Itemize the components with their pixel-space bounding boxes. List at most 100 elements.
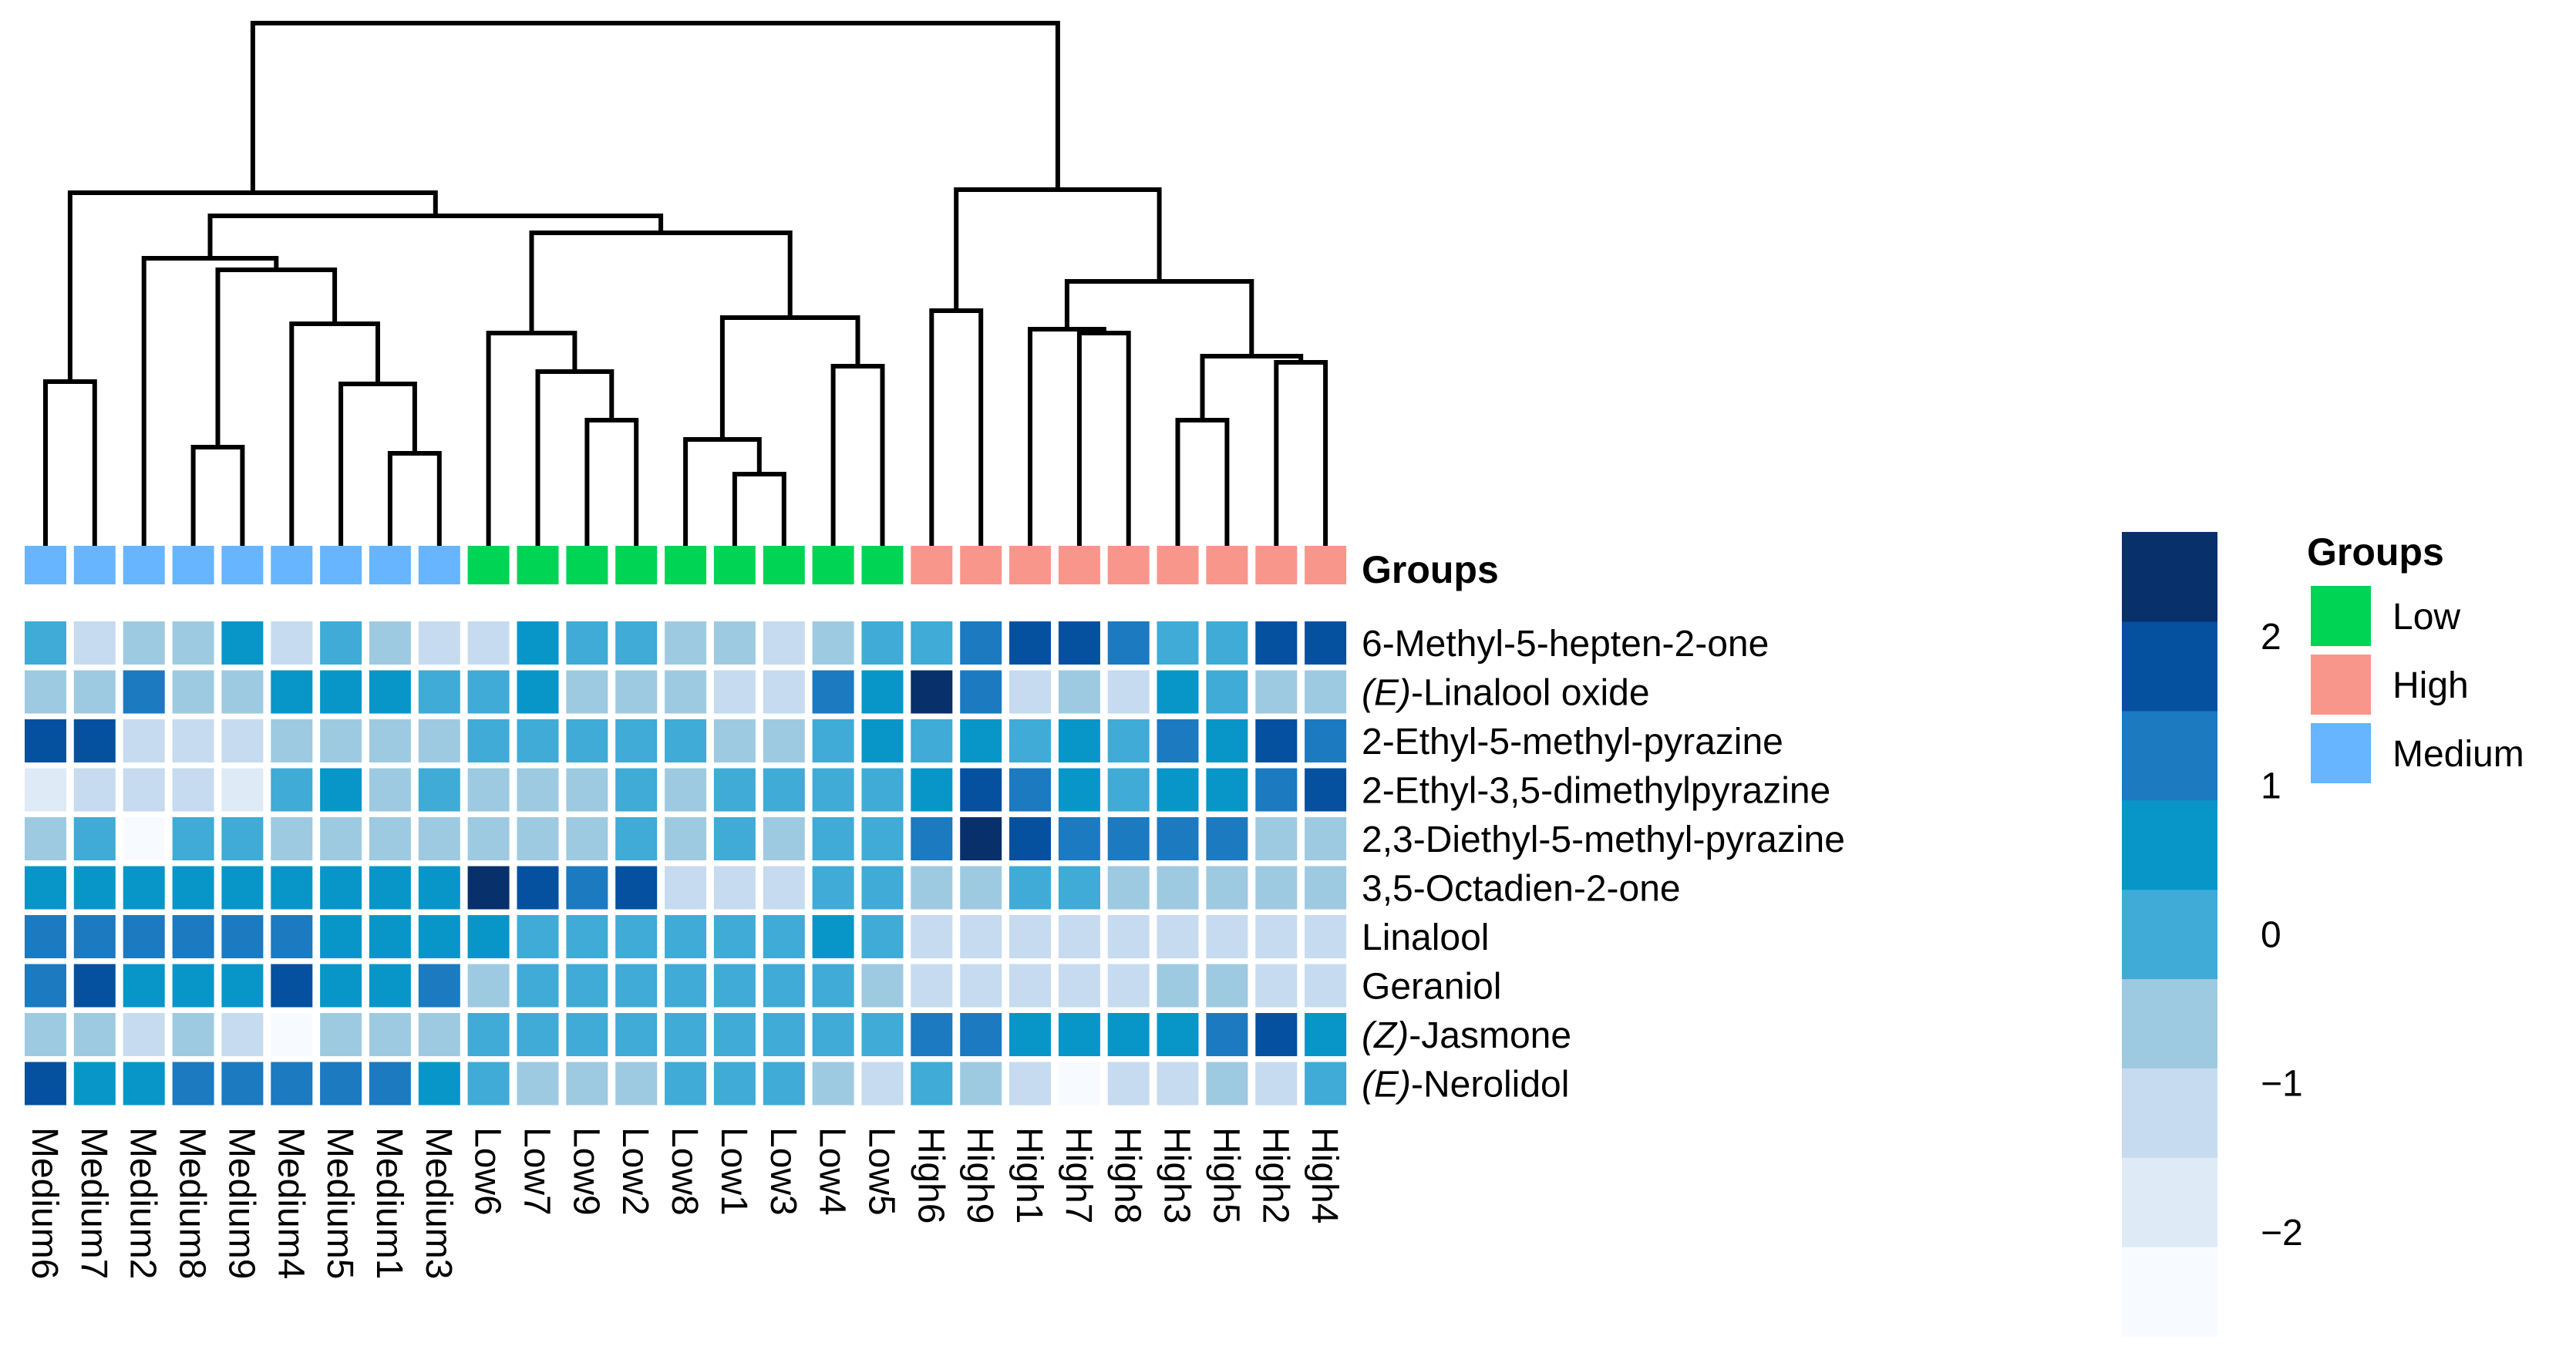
row-label: 2-Ethyl-3,5-dimethylpyrazine — [1362, 771, 1830, 812]
column-label: Low5 — [861, 1127, 902, 1216]
heatmap-cell — [1255, 964, 1297, 1008]
column-label: Low8 — [664, 1127, 705, 1216]
heatmap-cell — [566, 671, 608, 714]
color-scale-tick-label: −1 — [2261, 1064, 2303, 1105]
heatmap-cell — [615, 867, 657, 910]
column-label: Medium4 — [270, 1127, 311, 1279]
heatmap-cell — [369, 915, 411, 958]
color-scale-tick-label: −2 — [2261, 1213, 2303, 1254]
heatmap-cell — [25, 964, 66, 1008]
column-dendrogram — [45, 23, 1325, 544]
heatmap-cell — [1009, 915, 1051, 958]
heatmap-cell — [468, 1013, 510, 1056]
heatmap-cell — [1255, 769, 1297, 812]
heatmap-cell — [566, 915, 608, 958]
heatmap-cell — [763, 719, 805, 762]
heatmap-cell — [1255, 719, 1297, 762]
groups-legend: Groups Low High Medium — [2307, 530, 2524, 783]
heatmap-cell — [665, 719, 706, 762]
heatmap-cell — [960, 817, 1002, 860]
group-strip-cell — [566, 546, 608, 584]
color-scale-tick-label: 0 — [2261, 915, 2281, 956]
heatmap-cell — [271, 671, 312, 714]
group-strip-cell — [123, 546, 165, 584]
column-label: Medium3 — [418, 1127, 459, 1279]
heatmap-cell — [1108, 719, 1150, 762]
heatmap-cell — [25, 621, 66, 665]
dendrogram-branch — [1276, 362, 1325, 544]
heatmap-cell — [1157, 1013, 1199, 1056]
heatmap-cell — [1206, 867, 1248, 910]
heatmap-cell — [813, 915, 854, 958]
legend-label: Medium — [2392, 734, 2524, 775]
heatmap-cell — [665, 1013, 706, 1056]
heatmap-cell — [566, 1062, 608, 1106]
group-strip-cell — [1206, 546, 1248, 584]
dendrogram-branch — [291, 324, 378, 544]
heatmap-cell — [1009, 621, 1051, 665]
column-label: High2 — [1254, 1127, 1295, 1223]
heatmap-cell — [173, 1013, 214, 1056]
heatmap-cell — [74, 817, 116, 860]
heatmap-cell — [862, 817, 904, 860]
heatmap-cell — [369, 1013, 411, 1056]
heatmap-cell — [1059, 621, 1100, 665]
heatmap-cell — [1255, 1013, 1297, 1056]
heatmap-cell — [173, 769, 214, 812]
heatmap-cell — [173, 817, 214, 860]
heatmap-cell — [1206, 1013, 1248, 1056]
column-label: Low6 — [467, 1127, 508, 1216]
heatmap-cell — [615, 671, 657, 714]
group-strip-cell — [1255, 546, 1297, 584]
column-label: Low1 — [713, 1127, 754, 1216]
heatmap-cell — [763, 915, 805, 958]
legend-title: Groups — [2307, 530, 2444, 574]
heatmap-cell — [369, 867, 411, 910]
heatmap-cell — [960, 1013, 1002, 1056]
heatmap-cell — [1305, 964, 1346, 1008]
group-strip-cell — [1305, 546, 1346, 584]
heatmap-cell — [1305, 1013, 1346, 1056]
column-label: Medium6 — [24, 1127, 65, 1279]
heatmap-cell — [468, 867, 510, 910]
heatmap-cell — [369, 1062, 411, 1106]
heatmap-cell — [862, 1062, 904, 1106]
color-scale: 2 1 0 −1 −2 — [2122, 532, 2303, 1337]
heatmap-cell — [813, 1013, 854, 1056]
heatmap-cell — [1059, 964, 1100, 1008]
heatmap-cell — [320, 719, 362, 762]
column-labels: Medium6 Medium7 Medium2 Medium8 Medium9 Mediu… — [24, 1127, 1345, 1279]
heatmap-cell — [1206, 769, 1248, 812]
heatmap-cell — [911, 621, 952, 665]
heatmap-cell — [419, 671, 460, 714]
heatmap-cell — [911, 964, 952, 1008]
heatmap-cell — [566, 817, 608, 860]
heatmap-cell — [911, 1062, 952, 1106]
heatmap-cell — [517, 817, 559, 860]
color-scale-bin — [2122, 621, 2217, 712]
group-strip-cell — [862, 546, 904, 584]
group-strip-cell — [763, 546, 805, 584]
dendrogram-branch — [390, 453, 439, 544]
heatmap-cell — [1305, 769, 1346, 812]
dendrogram-branch — [1079, 333, 1129, 544]
heatmap-cell — [862, 867, 904, 910]
heatmap-cell — [74, 1013, 116, 1056]
column-label: Medium8 — [172, 1127, 213, 1279]
heatmap-cell — [1108, 621, 1150, 665]
heatmap-cell — [320, 1062, 362, 1106]
heatmap-cell — [517, 671, 559, 714]
heatmap-cell — [862, 719, 904, 762]
row-label: Geraniol — [1362, 967, 1501, 1008]
heatmap-cell — [1157, 915, 1199, 958]
heatmap-cell — [615, 621, 657, 665]
heatmap-cell — [271, 964, 312, 1008]
heatmap-cell — [419, 817, 460, 860]
heatmap-cell — [221, 867, 263, 910]
heatmap-cell — [1059, 817, 1100, 860]
heatmap-cell — [615, 1062, 657, 1106]
heatmap-cell — [862, 964, 904, 1008]
heatmap-cell — [763, 671, 805, 714]
heatmap-cell — [419, 719, 460, 762]
legend-label: High — [2392, 665, 2469, 706]
